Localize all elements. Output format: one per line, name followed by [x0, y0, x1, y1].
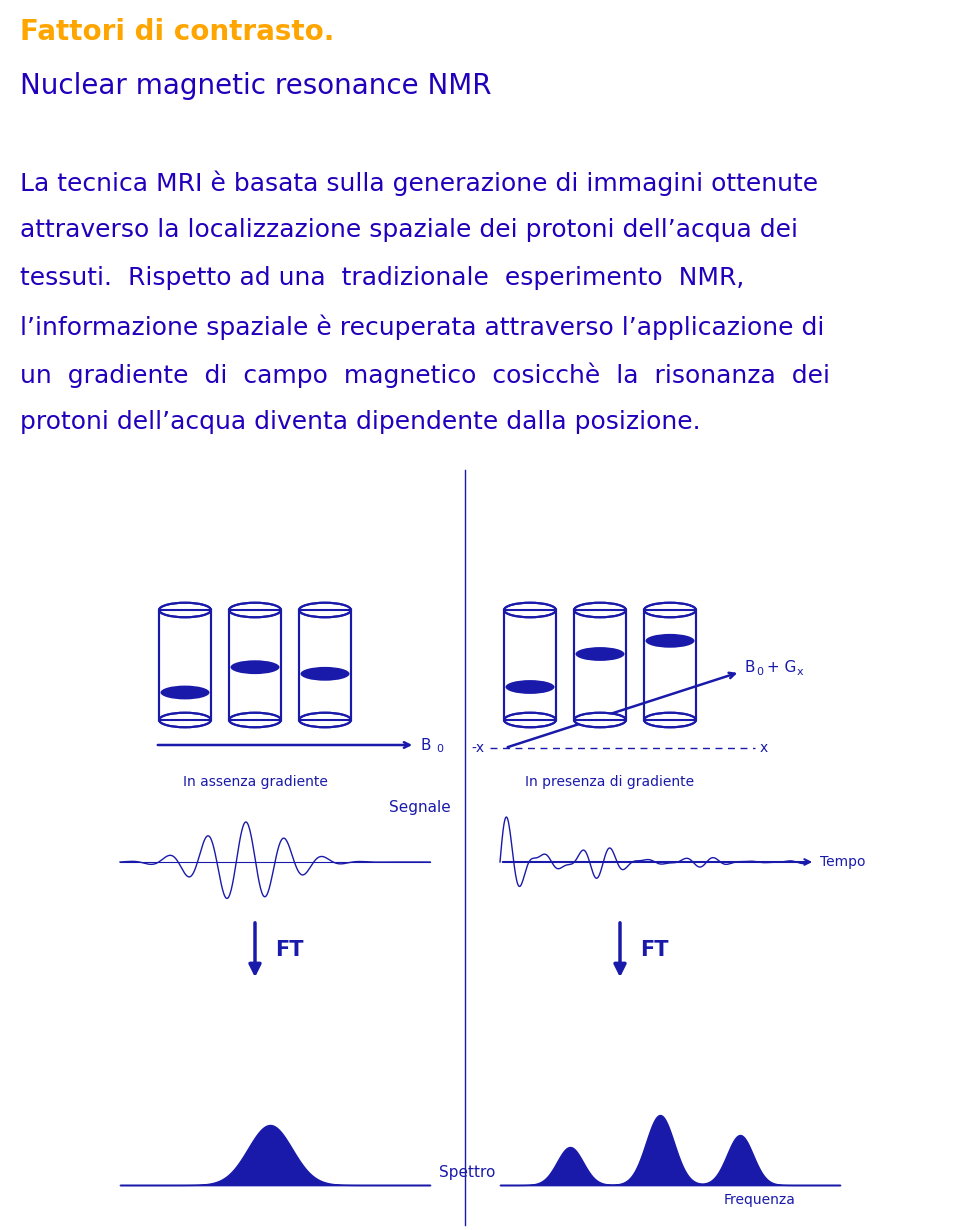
- Text: x: x: [797, 667, 804, 677]
- Text: In presenza di gradiente: In presenza di gradiente: [525, 775, 695, 788]
- Text: + G: + G: [762, 661, 797, 675]
- Polygon shape: [300, 674, 349, 720]
- Ellipse shape: [645, 633, 694, 648]
- Text: l’informazione spaziale è recuperata attraverso l’applicazione di: l’informazione spaziale è recuperata att…: [20, 314, 825, 339]
- Polygon shape: [159, 610, 211, 720]
- Ellipse shape: [504, 603, 556, 617]
- Ellipse shape: [506, 680, 555, 694]
- Polygon shape: [506, 688, 555, 720]
- Ellipse shape: [159, 603, 211, 617]
- Ellipse shape: [160, 685, 209, 700]
- Text: Segnale: Segnale: [389, 800, 451, 815]
- Text: B: B: [744, 661, 755, 675]
- Text: attraverso la localizzazione spaziale dei protoni dell’acqua dei: attraverso la localizzazione spaziale de…: [20, 218, 798, 242]
- Text: Tempo: Tempo: [820, 855, 866, 870]
- Polygon shape: [644, 610, 696, 720]
- Polygon shape: [504, 610, 556, 720]
- Ellipse shape: [229, 712, 281, 727]
- Ellipse shape: [229, 603, 281, 617]
- Text: un  gradiente  di  campo  magnetico  cosicchè  la  risonanza  dei: un gradiente di campo magnetico cosicchè…: [20, 362, 830, 387]
- Text: 0: 0: [756, 667, 763, 677]
- Ellipse shape: [300, 667, 349, 680]
- Text: Frequenza: Frequenza: [724, 1193, 796, 1207]
- Ellipse shape: [574, 603, 626, 617]
- Polygon shape: [160, 692, 209, 720]
- Polygon shape: [230, 667, 279, 720]
- Text: -x: -x: [472, 740, 485, 755]
- Text: protoni dell’acqua diventa dipendente dalla posizione.: protoni dell’acqua diventa dipendente da…: [20, 410, 701, 434]
- Text: FT: FT: [275, 940, 303, 959]
- Ellipse shape: [644, 712, 696, 727]
- Text: 0: 0: [436, 744, 443, 754]
- Ellipse shape: [160, 713, 209, 727]
- Polygon shape: [299, 610, 351, 720]
- Ellipse shape: [575, 647, 625, 661]
- Text: Spettro: Spettro: [439, 1165, 495, 1180]
- Text: La tecnica MRI è basata sulla generazione di immagini ottenute: La tecnica MRI è basata sulla generazion…: [20, 170, 818, 196]
- Polygon shape: [229, 610, 281, 720]
- Text: FT: FT: [640, 940, 668, 959]
- Ellipse shape: [230, 661, 279, 674]
- Ellipse shape: [299, 712, 351, 727]
- Ellipse shape: [159, 712, 211, 727]
- Text: B: B: [420, 738, 430, 753]
- Ellipse shape: [299, 603, 351, 617]
- Text: In assenza gradiente: In assenza gradiente: [182, 775, 327, 788]
- Polygon shape: [645, 641, 694, 720]
- Ellipse shape: [574, 712, 626, 727]
- Text: x: x: [760, 740, 768, 755]
- Ellipse shape: [504, 712, 556, 727]
- Ellipse shape: [644, 603, 696, 617]
- Ellipse shape: [300, 713, 349, 727]
- Ellipse shape: [575, 713, 625, 727]
- Text: tessuti.  Rispetto ad una  tradizionale  esperimento  NMR,: tessuti. Rispetto ad una tradizionale es…: [20, 266, 744, 290]
- Polygon shape: [575, 654, 625, 720]
- Polygon shape: [574, 610, 626, 720]
- Text: Fattori di contrasto.: Fattori di contrasto.: [20, 18, 334, 46]
- Text: Nuclear magnetic resonance NMR: Nuclear magnetic resonance NMR: [20, 73, 492, 100]
- Ellipse shape: [645, 713, 694, 727]
- Ellipse shape: [506, 713, 555, 727]
- Ellipse shape: [230, 713, 279, 727]
